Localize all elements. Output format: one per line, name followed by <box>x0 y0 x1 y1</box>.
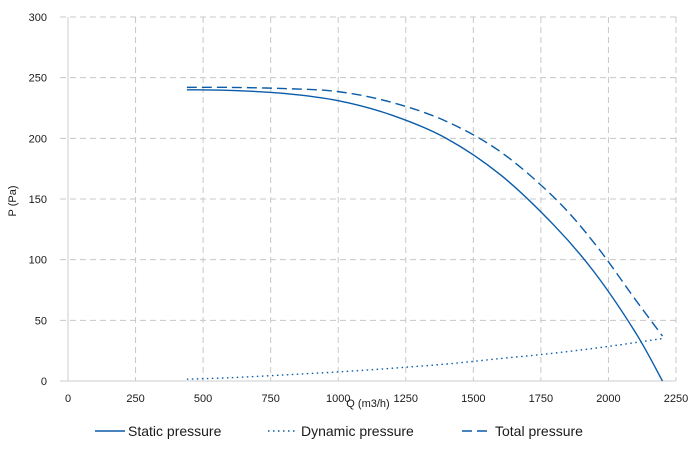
y-tick-label: 0 <box>41 376 47 388</box>
y-tick-label: 300 <box>29 12 47 24</box>
x-tick-label: 1500 <box>461 393 485 405</box>
x-tick-label: 500 <box>194 393 212 405</box>
x-tick-label: 2250 <box>664 393 688 405</box>
x-tick-label: 750 <box>261 393 279 405</box>
legend-label: Static pressure <box>128 423 222 439</box>
x-tick-label: 1000 <box>326 393 350 405</box>
y-axis-title: P (Pa) <box>7 186 19 217</box>
y-tick-label: 50 <box>35 315 47 327</box>
series-lines <box>186 86 664 382</box>
x-tick-label: 1750 <box>529 393 553 405</box>
y-tick-label: 150 <box>29 194 47 206</box>
y-tick-label: 100 <box>29 255 47 267</box>
series-line-total-pressure <box>186 86 664 337</box>
grid <box>60 16 677 381</box>
x-tick-label: 250 <box>126 393 144 405</box>
axes <box>60 17 676 382</box>
y-tick-label: 200 <box>29 133 47 145</box>
legend-label: Total pressure <box>495 423 583 439</box>
y-tick-label: 250 <box>29 73 47 85</box>
series-line-dynamic-pressure <box>186 337 663 380</box>
legend: Static pressure Dynamic pressure Total pre… <box>95 423 583 439</box>
tick-labels: 0 250 500 750 1000 1250 1500 1750 2000 2250 0 50 100… <box>29 12 689 405</box>
x-tick-label: 2000 <box>596 393 620 405</box>
x-tick-label: 0 <box>65 393 71 405</box>
legend-label: Dynamic pressure <box>301 423 414 439</box>
x-axis-title: Q (m3/h) <box>346 398 389 410</box>
series-line-static-pressure <box>186 89 664 382</box>
x-tick-label: 1250 <box>394 393 418 405</box>
